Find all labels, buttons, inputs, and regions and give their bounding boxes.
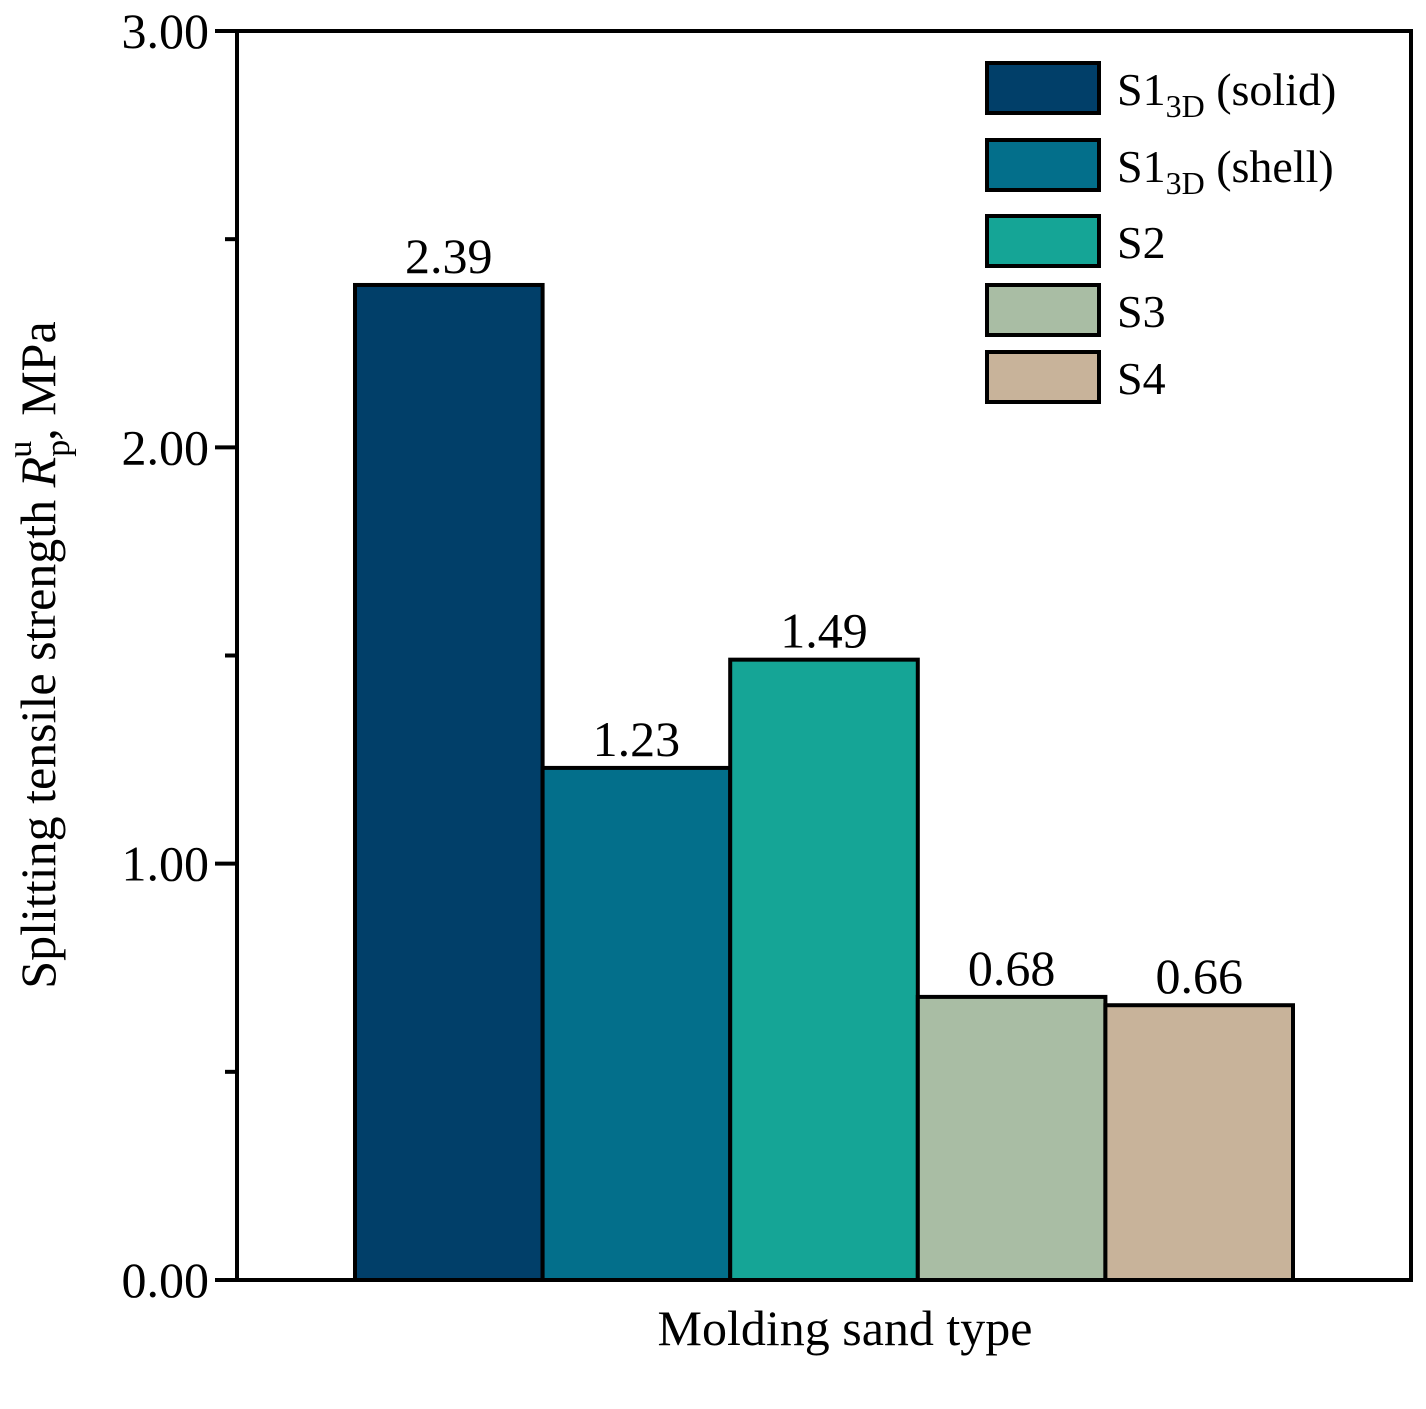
y-tick-label: 1.00 <box>122 836 210 892</box>
legend-label: S13D (solid) <box>1117 64 1336 124</box>
bar-value-label: 0.66 <box>1155 948 1243 1004</box>
y-tick-label: 2.00 <box>122 419 210 475</box>
legend: S13D (solid) S13D (shell) S2 S3 S4 <box>985 61 1336 404</box>
legend-label: S2 <box>1117 217 1166 268</box>
legend-swatch <box>985 214 1101 268</box>
bar-4 <box>915 994 1108 1282</box>
bar-5 <box>1103 1003 1296 1282</box>
y-axis-title: Splitting tensile strength Rpu, MPa <box>2 321 77 988</box>
legend-label: S3 <box>1117 286 1166 337</box>
bar-3 <box>728 657 920 1282</box>
y-tick-label: 3.00 <box>122 3 210 59</box>
x-axis-title: Molding sand type <box>658 1300 1033 1356</box>
legend-label: S4 <box>1117 353 1166 404</box>
y-tick-label: 0.00 <box>122 1252 210 1308</box>
legend-label: S13D (shell) <box>1117 141 1334 201</box>
bar-value-label: 0.68 <box>968 940 1056 996</box>
bar-value-label: 1.23 <box>593 711 681 767</box>
legend-swatch <box>985 61 1101 115</box>
legend-swatch <box>985 350 1101 404</box>
plot-frame <box>235 29 1413 1282</box>
bar-value-label: 2.39 <box>405 228 493 284</box>
bar-1 <box>353 282 545 1283</box>
legend-swatch <box>985 138 1101 192</box>
legend-swatch <box>985 283 1101 337</box>
bar-2 <box>540 765 733 1282</box>
bar-value-label: 1.49 <box>780 603 868 659</box>
